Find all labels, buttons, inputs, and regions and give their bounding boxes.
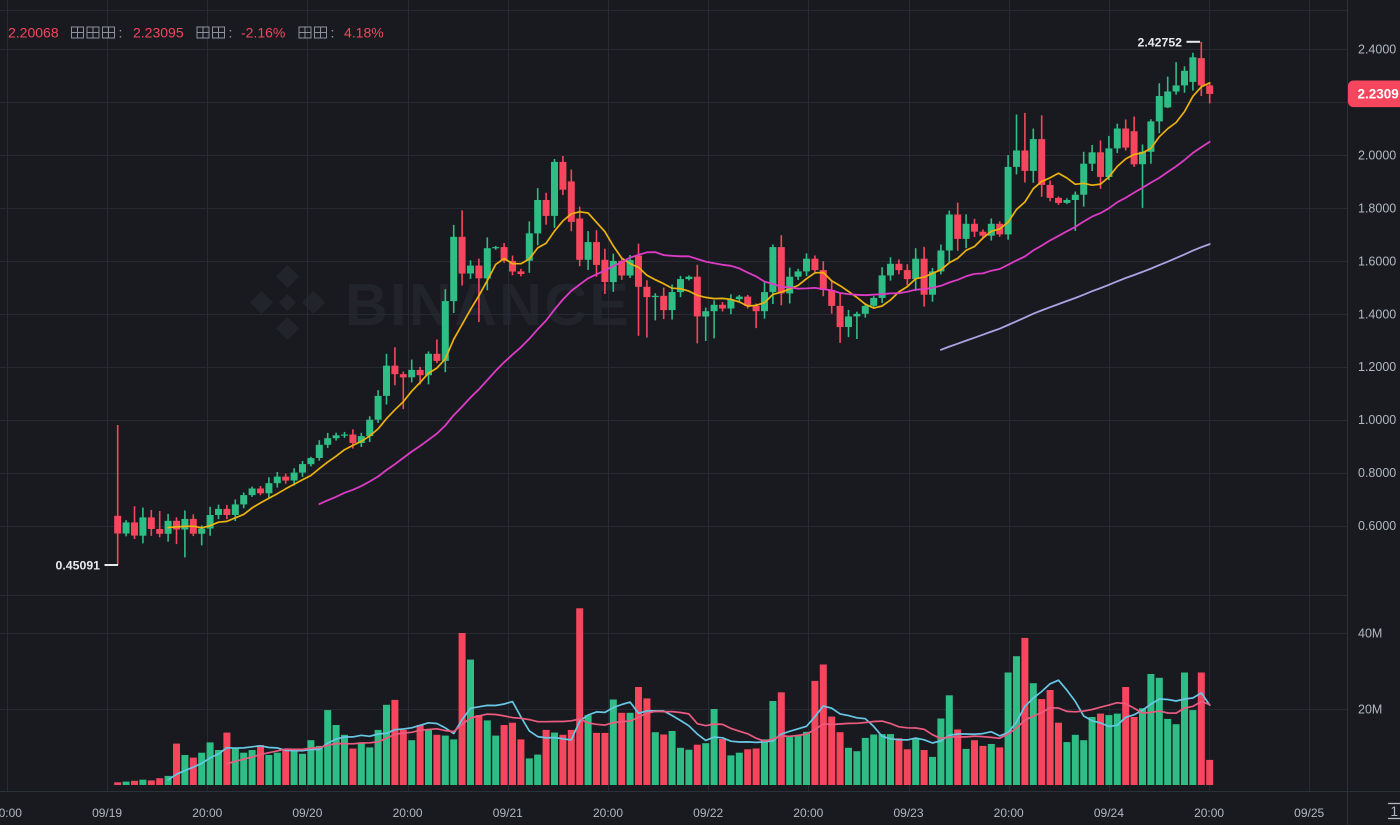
svg-text:1.4000: 1.4000: [1358, 307, 1396, 321]
svg-text:1.8000: 1.8000: [1358, 201, 1396, 215]
svg-text:1.6000: 1.6000: [1358, 254, 1396, 268]
svg-text:2.23095: 2.23095: [133, 25, 184, 41]
svg-text:20:00: 20:00: [994, 806, 1024, 820]
svg-text:20M: 20M: [1358, 703, 1382, 717]
svg-text:20:00: 20:00: [192, 806, 222, 820]
svg-text:1: 1: [1391, 804, 1399, 819]
svg-text::: :: [331, 25, 335, 41]
svg-text:09/24: 09/24: [1094, 806, 1124, 820]
svg-text:20:00: 20:00: [593, 806, 623, 820]
svg-text:2.42752: 2.42752: [1138, 35, 1183, 49]
svg-text:0.8000: 0.8000: [1358, 466, 1396, 480]
svg-text:09/20: 09/20: [292, 806, 322, 820]
svg-text::: :: [229, 25, 233, 41]
svg-text:20:00: 20:00: [793, 806, 823, 820]
svg-text::: :: [119, 25, 123, 41]
svg-text:2.0000: 2.0000: [1358, 149, 1396, 163]
svg-text:1.2000: 1.2000: [1358, 360, 1396, 374]
svg-text:09/21: 09/21: [493, 806, 523, 820]
svg-text:09/25: 09/25: [1294, 806, 1324, 820]
svg-text:0.45091: 0.45091: [56, 559, 101, 573]
svg-text:-2.16%: -2.16%: [241, 25, 285, 41]
svg-text:2.4000: 2.4000: [1358, 43, 1396, 57]
svg-text:1.0000: 1.0000: [1358, 413, 1396, 427]
svg-text:2.2309: 2.2309: [1358, 87, 1399, 102]
svg-text:BINANCE: BINANCE: [345, 272, 631, 338]
svg-text:09/19: 09/19: [92, 806, 122, 820]
svg-text:20:00: 20:00: [0, 806, 22, 820]
svg-text:20:00: 20:00: [393, 806, 423, 820]
svg-text:09/22: 09/22: [693, 806, 723, 820]
svg-text:09/23: 09/23: [893, 806, 923, 820]
svg-text:40M: 40M: [1358, 627, 1382, 641]
svg-text:2.20068: 2.20068: [8, 25, 59, 41]
svg-text:20:00: 20:00: [1194, 806, 1224, 820]
svg-text:0.6000: 0.6000: [1358, 519, 1396, 533]
svg-text:4.18%: 4.18%: [344, 25, 384, 41]
